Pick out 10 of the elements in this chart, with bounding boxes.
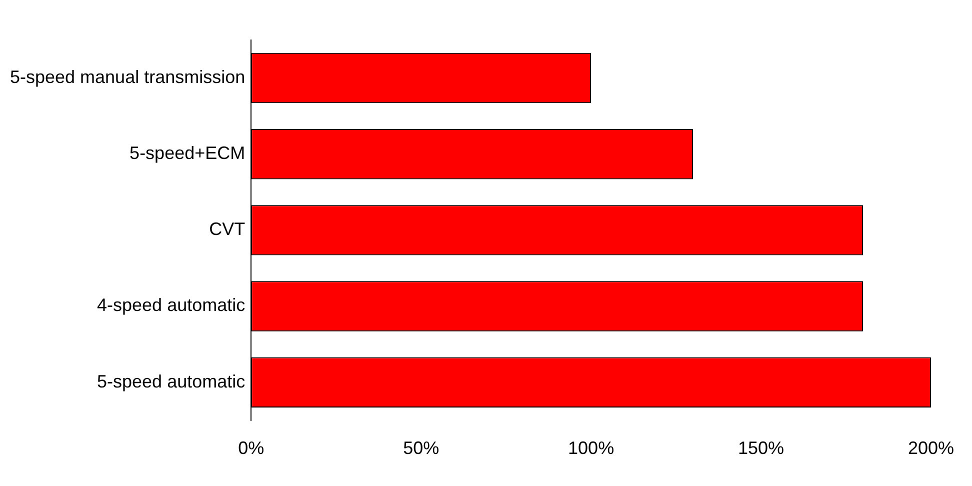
x-tick-label: 50% <box>403 438 440 458</box>
y-tick-label: 5-speed+ECM <box>130 143 246 164</box>
y-tick-label: 4-speed automatic <box>97 295 246 316</box>
y-tick-label: CVT <box>209 219 246 240</box>
x-tick-label: 150% <box>738 438 784 458</box>
x-tick-label: 200% <box>908 438 954 458</box>
y-tick-label: 5-speed automatic <box>97 371 246 392</box>
y-tick-label: 5-speed manual transmission <box>10 67 246 88</box>
x-tick-label: 100% <box>568 438 614 458</box>
x-tick-label: 0% <box>238 438 264 458</box>
